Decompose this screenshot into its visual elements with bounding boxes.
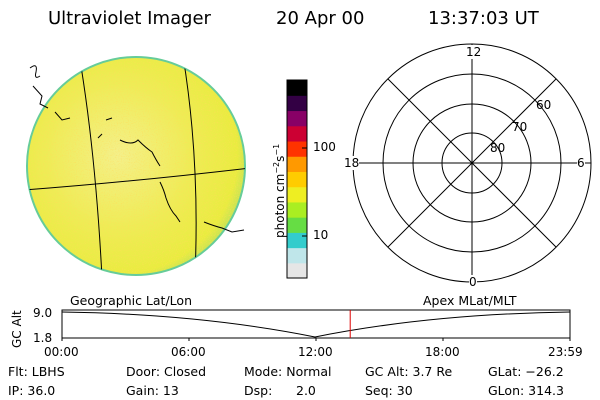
gain-info: Gain: 13 — [126, 383, 179, 398]
unit-exp2: −1 — [272, 143, 281, 156]
strip-axis-label: GC Alt — [10, 310, 24, 348]
colorbar-segment — [287, 110, 307, 127]
glat-info: GLat: −26.2 — [488, 364, 564, 379]
gc-alt-info: GC Alt: 3.7 Re — [365, 364, 453, 379]
strip-x-tick-0600: 06:00 — [171, 345, 206, 359]
colorbar-unit-label: photon cm−2s−1 — [272, 144, 287, 238]
strip-y-bottom: 1.8 — [33, 331, 53, 345]
colorbar — [286, 79, 308, 279]
glon-info: GLon: 314.3 — [488, 383, 564, 398]
colorbar-segment — [287, 80, 307, 96]
polar-label-0: 0 — [469, 275, 477, 289]
polar-grid — [352, 43, 592, 283]
polar-ring-60: 60 — [536, 98, 552, 112]
unit-s: s — [273, 155, 287, 162]
ip-info: IP: 36.0 — [8, 383, 56, 398]
polar-label-18: 18 — [344, 156, 360, 170]
polar-ring-70: 70 — [512, 120, 528, 134]
uv-image-disk — [26, 56, 246, 276]
unit-base: photon cm — [273, 173, 287, 238]
colorbar-segment — [287, 217, 307, 233]
colorbar-tick-100: 100 — [313, 140, 336, 154]
colorbar-segment — [287, 156, 307, 172]
colorbar-segment — [287, 140, 307, 157]
colorbar-segment — [287, 95, 307, 112]
polar-ring-80: 80 — [490, 141, 506, 155]
polar-label-12: 12 — [466, 45, 482, 59]
strip-x-tick-1800: 18:00 — [425, 345, 460, 359]
strip-x-tick-2359: 23:59 — [548, 345, 583, 359]
colorbar-segment — [287, 232, 307, 249]
colorbar-segment — [287, 186, 307, 203]
strip-x-tick-1200: 12:00 — [298, 345, 333, 359]
coastline — [29, 65, 245, 233]
colorbar-frame — [286, 79, 308, 279]
strip-label-apex: Apex MLat/MLT — [423, 293, 517, 308]
time-label: 13:37:03 UT — [428, 8, 539, 29]
altitude-strip-chart — [61, 309, 571, 341]
seq-info: Seq: 30 — [365, 383, 413, 398]
colorbar-segment — [287, 125, 307, 142]
strip-x-tick-0000: 00:00 — [44, 345, 79, 359]
mode-info: Mode: Normal — [244, 364, 332, 379]
colorbar-segment — [287, 171, 307, 188]
lat-lon-grid — [27, 57, 245, 275]
door-info: Door: Closed — [126, 364, 207, 379]
colorbar-tick-10: 10 — [313, 228, 329, 242]
filter-info: Flt: LBHS — [8, 364, 65, 379]
colorbar-segment — [287, 201, 307, 218]
app-title: Ultraviolet Imager — [48, 8, 211, 29]
dsp-value: 2.0 — [296, 383, 316, 398]
colorbar-segment — [287, 262, 307, 279]
dsp-label: Dsp: — [244, 383, 273, 398]
strip-y-top: 9.0 — [33, 306, 53, 320]
date-label: 20 Apr 00 — [276, 8, 365, 29]
unit-exp1: −2 — [272, 161, 281, 174]
strip-label-geographic: Geographic Lat/Lon — [70, 293, 192, 308]
colorbar-segment — [287, 247, 307, 264]
polar-label-6: 6 — [577, 156, 585, 170]
